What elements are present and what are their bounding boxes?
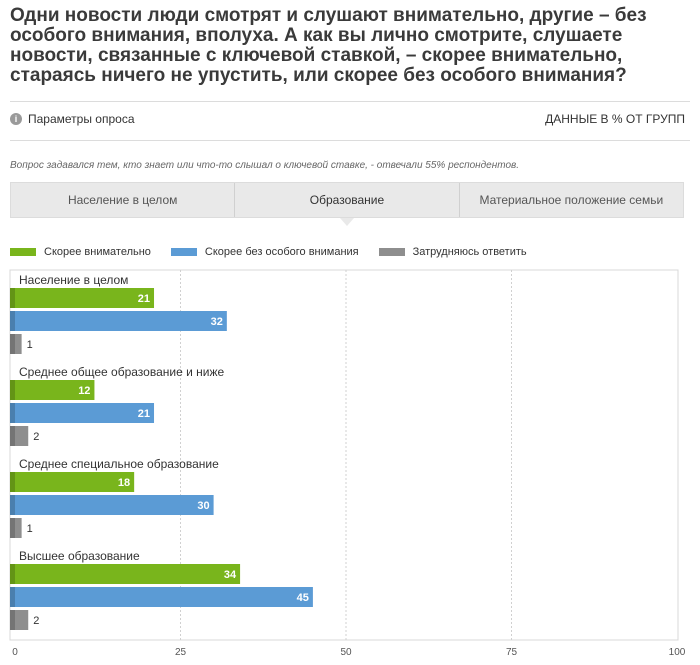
legend-swatch-gray <box>378 248 405 256</box>
bar <box>10 403 155 423</box>
divider <box>10 101 690 102</box>
legend-item-attentive[interactable]: Скорее внимательно <box>10 246 151 258</box>
bar <box>10 564 241 584</box>
bar <box>10 426 29 446</box>
data-label: 1 <box>27 523 33 535</box>
legend-swatch-blue <box>170 248 197 256</box>
category-label: Среднее общее образование и ниже <box>19 365 224 379</box>
bar <box>10 288 155 308</box>
bar <box>10 334 22 354</box>
legend-item-undecided[interactable]: Затрудняюсь ответить <box>378 246 527 258</box>
x-tick-label: 0 <box>12 647 18 658</box>
tab-bar: Население в целом Образование Материальн… <box>10 182 684 226</box>
survey-params-link[interactable]: i Параметры опроса <box>10 112 135 126</box>
bar-shade <box>10 311 15 331</box>
units-label: ДАННЫЕ В % ОТ ГРУПП <box>545 112 685 126</box>
bar <box>10 311 227 331</box>
legend-label: Скорее внимательно <box>44 246 151 258</box>
data-label: 18 <box>118 477 130 489</box>
legend-swatch-green <box>10 248 36 256</box>
bar-shade <box>10 518 15 538</box>
divider <box>10 140 690 141</box>
data-label: 34 <box>224 569 237 581</box>
data-label: 21 <box>138 408 150 420</box>
x-tick-label: 100 <box>669 647 686 658</box>
bar-shade <box>10 380 15 400</box>
category-label: Население в целом <box>19 273 128 287</box>
category-label: Среднее специальное образование <box>19 457 219 471</box>
bar <box>10 380 95 400</box>
data-label: 45 <box>297 592 309 604</box>
tab-financial-status[interactable]: Материальное положение семьи <box>458 183 683 217</box>
bar-shade <box>10 403 15 423</box>
data-label: 32 <box>211 316 223 328</box>
survey-note: Вопрос задавался тем, кто знает или что-… <box>10 160 520 171</box>
category-label: Высшее образование <box>19 549 140 563</box>
bar-shade <box>10 495 15 515</box>
data-label: 2 <box>33 431 39 443</box>
legend-label: Затрудняюсь ответить <box>412 246 527 258</box>
chart-legend: Скорее внимательно Скорее без особого вн… <box>10 246 527 258</box>
x-tick-label: 50 <box>340 647 352 658</box>
survey-params-label: Параметры опроса <box>28 112 135 126</box>
bar-shade <box>10 472 15 492</box>
info-icon: i <box>10 113 22 125</box>
bar-shade <box>10 587 15 607</box>
bar <box>10 518 22 538</box>
bar <box>10 472 135 492</box>
bar-shade <box>10 564 15 584</box>
data-label: 12 <box>78 385 90 397</box>
bar <box>10 587 313 607</box>
bar <box>10 610 29 630</box>
bar <box>10 495 214 515</box>
data-label: 21 <box>138 293 150 305</box>
tab-population[interactable]: Население в целом <box>67 193 178 207</box>
bar-shade <box>10 610 15 630</box>
data-label: 2 <box>33 615 39 627</box>
bar-shade <box>10 334 15 354</box>
tab-education[interactable]: Образование <box>234 183 458 226</box>
legend-item-inattentive[interactable]: Скорее без особого внимания <box>170 246 359 258</box>
x-tick-label: 75 <box>506 647 518 658</box>
data-label: 30 <box>197 500 209 512</box>
legend-label: Скорее без особого внимания <box>204 246 359 258</box>
bar-shade <box>10 288 15 308</box>
bar-shade <box>10 426 15 446</box>
x-tick-label: 25 <box>175 647 187 658</box>
data-label: 1 <box>27 339 33 351</box>
chart-title: Одни новости люди смотрят и слушают вним… <box>10 5 647 86</box>
